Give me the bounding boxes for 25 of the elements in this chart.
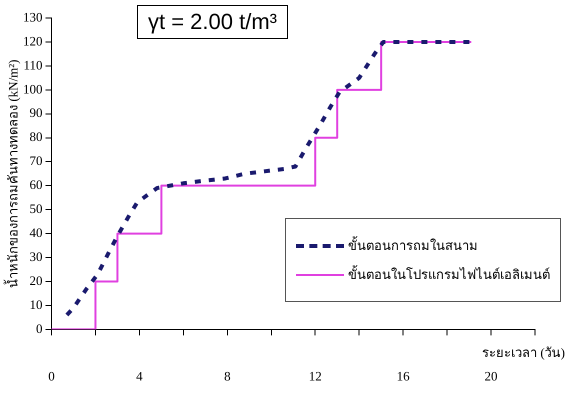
y-tick-label: 50 xyxy=(30,201,42,216)
legend-label: ขั้นตอนการถมในสนาม xyxy=(348,235,478,255)
y-tick-label: 40 xyxy=(30,225,42,240)
y-tick-label: 30 xyxy=(30,248,42,264)
x-tick-label: 16 xyxy=(396,368,410,384)
x-tick-label: 0 xyxy=(48,368,55,384)
x-axis-title: ระยะเวลา (วัน) xyxy=(482,344,565,360)
y-tick-label: 10 xyxy=(30,296,42,312)
y-tick-label: 80 xyxy=(30,129,42,144)
y-tick-label: 110 xyxy=(23,57,42,72)
x-tick-label: 4 xyxy=(136,368,144,384)
y-tick-label: 120 xyxy=(23,33,42,48)
x-tick-label: 12 xyxy=(308,368,322,384)
y-tick-label: 130 xyxy=(23,9,42,24)
y-tick-label: 90 xyxy=(30,105,42,120)
y-tick-label: 70 xyxy=(30,153,42,168)
x-tick-label: 8 xyxy=(224,368,231,384)
y-tick-label: 0 xyxy=(36,320,42,336)
y-tick-label: 100 xyxy=(23,81,42,96)
y-tick-label: 20 xyxy=(30,272,42,288)
annotation: γt = 2.00 t/m³ xyxy=(137,5,288,39)
x-tick-label: 20 xyxy=(484,368,498,384)
y-tick-label: 60 xyxy=(30,177,42,192)
legend-label: ขั้นตอนในโปรแกรมไฟไนต์เอลิเมนต์ xyxy=(348,264,550,284)
y-axis-title: น้ำหนักของการถมคันทางทดลอง (kN/m²) xyxy=(3,59,20,288)
